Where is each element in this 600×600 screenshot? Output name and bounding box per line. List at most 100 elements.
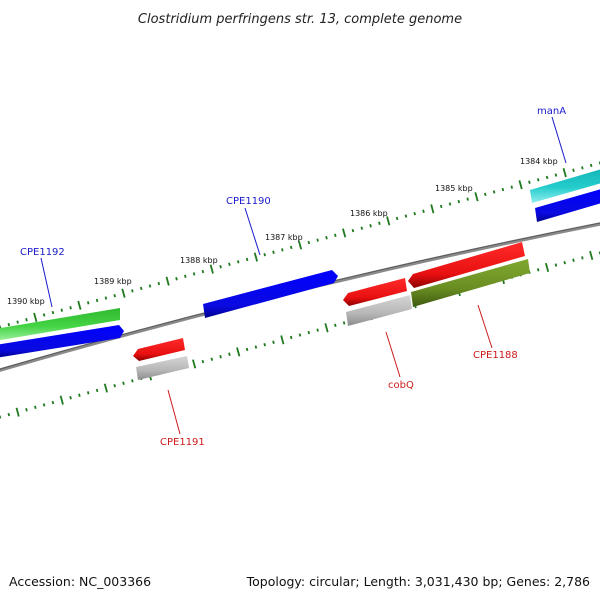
major-tick: [59, 395, 64, 405]
minor-tick: [78, 393, 81, 397]
minor-tick: [228, 262, 231, 266]
minor-tick: [51, 400, 55, 405]
minor-tick: [572, 168, 575, 172]
minor-tick: [95, 298, 99, 303]
gene-cpe1192-green[interactable]: [0, 308, 120, 341]
gene-label-cpe1192[interactable]: CPE1192: [20, 247, 65, 258]
minor-tick: [16, 320, 19, 324]
minor-tick: [254, 345, 258, 349]
leader-cpe1190: [244, 207, 261, 256]
kbp-label-1390: 1390 kbp: [7, 297, 45, 306]
minor-tick: [492, 190, 496, 194]
major-tick: [77, 300, 82, 310]
minor-tick: [263, 252, 266, 257]
gene-cpe1192-blue[interactable]: [0, 325, 124, 358]
minor-tick: [289, 335, 293, 340]
minor-tick: [139, 286, 143, 291]
major-tick: [545, 262, 550, 273]
minor-tick: [536, 268, 540, 272]
accession-text: Accession: NC_003366: [9, 574, 151, 589]
minor-tick: [69, 306, 72, 310]
minor-tick: [263, 342, 266, 347]
major-tick: [103, 383, 108, 393]
minor-tick: [510, 185, 514, 189]
minor-tick: [219, 355, 222, 359]
minor-tick: [219, 265, 222, 269]
major-tick: [280, 335, 285, 345]
minor-tick: [201, 269, 205, 274]
minor-tick: [581, 166, 584, 170]
minor-tick: [413, 211, 416, 216]
leader-cpe1192: [40, 257, 53, 308]
major-tick: [192, 359, 197, 369]
gene-label-cpe1190[interactable]: CPE1190: [226, 196, 271, 207]
major-tick: [342, 228, 347, 238]
major-tick: [430, 204, 435, 214]
minor-tick: [228, 352, 231, 356]
leader-cpe1191: [167, 389, 181, 435]
major-tick: [518, 180, 523, 190]
major-tick: [33, 312, 38, 322]
kbp-label-1389: 1389 kbp: [94, 277, 132, 286]
minor-tick: [325, 236, 328, 240]
gene-cpe1188-olive[interactable]: [411, 259, 530, 307]
minor-tick: [148, 284, 152, 288]
major-tick: [297, 240, 303, 250]
major-tick: [253, 252, 258, 262]
minor-tick: [245, 347, 249, 352]
minor-tick: [210, 357, 214, 361]
minor-tick: [60, 308, 64, 312]
minor-tick: [298, 333, 302, 337]
minor-tick: [316, 328, 319, 332]
kbp-label-1384: 1384 kbp: [520, 157, 558, 166]
minor-tick: [86, 391, 90, 395]
minor-tick: [316, 238, 319, 242]
gene-cpe1191-red[interactable]: [133, 338, 185, 361]
minor-tick: [95, 388, 99, 393]
gene-cobq-red[interactable]: [343, 278, 407, 306]
minor-tick: [351, 228, 355, 233]
leader-cpe1188: [477, 304, 493, 349]
leader-cobq: [385, 331, 401, 378]
gene-cobq-gray[interactable]: [346, 295, 412, 326]
minor-tick: [42, 313, 46, 317]
gene-mana-blue[interactable]: [535, 188, 600, 222]
gene-label-cobq[interactable]: cobQ: [388, 380, 414, 391]
kbp-label-1387: 1387 kbp: [265, 233, 303, 242]
minor-tick: [360, 226, 364, 230]
minor-tick: [422, 209, 425, 213]
minor-tick: [307, 240, 311, 245]
kbp-label-1385: 1385 kbp: [435, 184, 473, 193]
minor-tick: [581, 256, 584, 260]
major-tick: [589, 250, 594, 261]
minor-tick: [7, 322, 11, 327]
minor-tick: [7, 412, 11, 417]
minor-tick: [501, 187, 505, 192]
major-tick: [121, 288, 126, 298]
minor-tick: [113, 383, 116, 388]
minor-tick: [157, 281, 161, 286]
minor-tick: [404, 214, 408, 218]
minor-tick: [395, 216, 399, 221]
minor-tick: [369, 224, 372, 228]
major-tick: [236, 347, 241, 357]
minor-tick: [536, 178, 540, 182]
minor-tick: [236, 260, 240, 264]
minor-tick: [104, 296, 108, 300]
major-tick: [209, 264, 214, 274]
gene-cpe1188-red[interactable]: [408, 242, 525, 288]
minor-tick: [86, 301, 90, 305]
gene-label-mana[interactable]: manA: [537, 106, 566, 117]
gene-label-cpe1188[interactable]: CPE1188: [473, 350, 518, 361]
gene-cpe1190-blue[interactable]: [203, 270, 338, 318]
minor-tick: [289, 245, 293, 250]
minor-tick: [448, 202, 452, 206]
gene-mana-cyan[interactable]: [530, 168, 600, 203]
minor-tick: [572, 258, 575, 262]
gene-label-cpe1191[interactable]: CPE1191: [160, 437, 205, 448]
minor-tick: [554, 263, 558, 267]
gene-cpe1191-gray[interactable]: [136, 356, 189, 380]
major-tick: [562, 168, 567, 178]
minor-tick: [545, 175, 549, 180]
